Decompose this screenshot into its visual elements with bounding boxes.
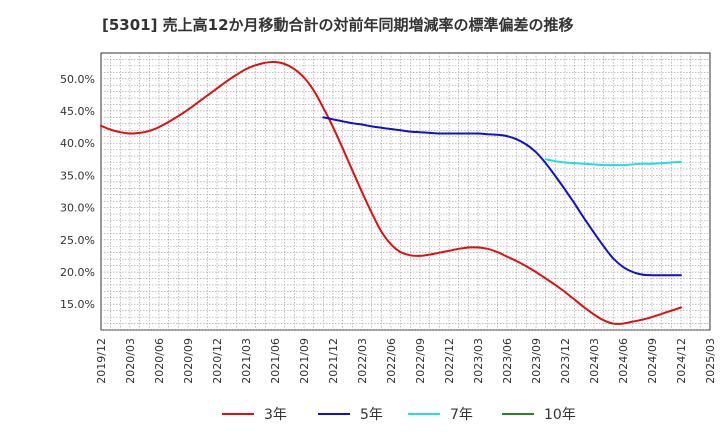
series-layer [100, 60, 682, 325]
y-tick-label: 25.0% [60, 234, 95, 247]
series-line-3 [544, 158, 682, 167]
x-tick-label: 2024/03 [588, 338, 601, 384]
x-tick-label: 2022/09 [414, 338, 427, 384]
x-tick-label: 2021/06 [269, 338, 282, 384]
legend-label-1: 3年 [264, 407, 287, 423]
x-tick-label: 2022/12 [443, 338, 456, 384]
plot-area [100, 52, 711, 331]
legend-label-3: 7年 [450, 407, 473, 423]
x-tick-label: 2023/03 [472, 338, 485, 384]
y-tick-label: 45.0% [60, 105, 95, 118]
x-tick-label: 2021/12 [327, 338, 340, 384]
x-tick-label: 2023/09 [530, 338, 543, 384]
series-line-2 [322, 116, 682, 277]
y-tick-label: 15.0% [60, 298, 95, 311]
x-tick-label: 2020/09 [182, 338, 195, 384]
x-tick-label: 2024/09 [646, 338, 659, 384]
x-tick-label: 2020/03 [124, 338, 137, 384]
x-tick-label: 2020/12 [211, 338, 224, 384]
x-tick-label: 2021/03 [240, 338, 253, 384]
x-tick-label: 2022/06 [385, 338, 398, 384]
x-tick-label: 2024/06 [617, 338, 630, 384]
legend-label-2: 5年 [360, 407, 383, 423]
y-tick-label: 40.0% [60, 137, 95, 150]
x-tick-label: 2025/03 [704, 338, 717, 384]
y-tick-label: 50.0% [60, 73, 95, 86]
y-tick-label: 30.0% [60, 202, 95, 215]
axis-layer: 15.0% 20.0% 25.0% 30.0% 35.0% 40.0% 45.0% 50.0%… [60, 73, 717, 384]
legend-label-4: 10年 [544, 407, 576, 423]
x-tick-label: 2024/12 [675, 338, 688, 384]
x-tick-label: 2020/06 [153, 338, 166, 384]
y-tick-label: 35.0% [60, 169, 95, 182]
x-tick-label: 2021/09 [298, 338, 311, 384]
x-tick-label: 2019/12 [95, 338, 108, 384]
x-tick-label: 2022/03 [356, 338, 369, 384]
grid-layer [100, 52, 711, 331]
series-line-1 [100, 60, 682, 325]
x-tick-label: 2023/06 [501, 338, 514, 384]
legend-layer: 3年 5年 7年 10年 [222, 407, 576, 423]
x-tick-label: 2023/12 [559, 338, 572, 384]
chart-title: [5301] 売上高12か月移動合計の対前年同期増減率の標準偏差の推移 [102, 16, 574, 34]
y-tick-label: 20.0% [60, 266, 95, 279]
